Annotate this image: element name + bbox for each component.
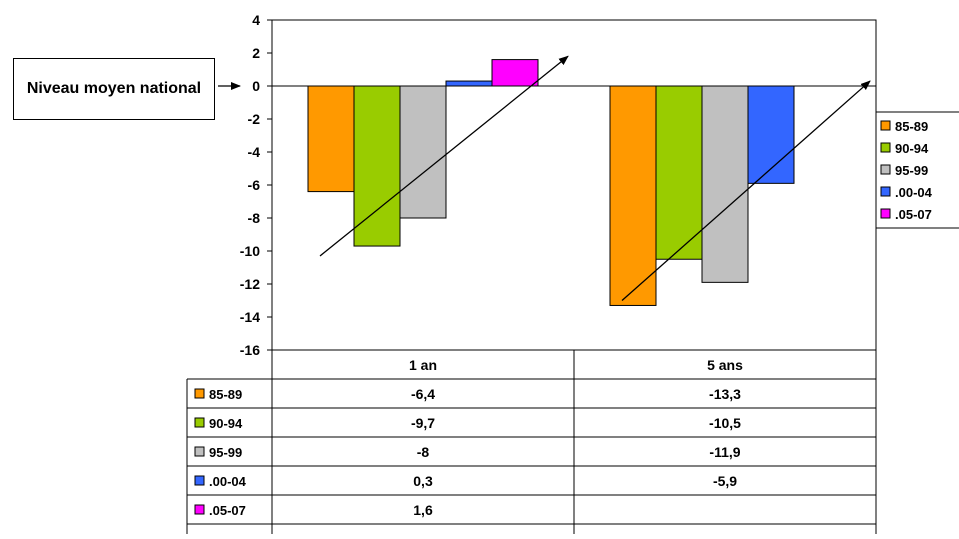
table-data-label: -8 (417, 444, 430, 460)
legend-label: .05-07 (895, 207, 932, 222)
y-tick-label: -2 (248, 111, 261, 127)
bar (701, 85, 749, 283)
table-row-label: .00-04 (209, 474, 247, 489)
y-tick-label: -14 (240, 309, 260, 325)
legend-label: 90-94 (895, 141, 929, 156)
national-average-callout: Niveau moyen national (13, 58, 215, 120)
legend-swatch (880, 186, 891, 197)
y-tick-label: -8 (248, 210, 261, 226)
bar (655, 85, 703, 260)
y-tick-label: -12 (240, 276, 260, 292)
x-category-label: 1 an (409, 357, 437, 373)
bar (307, 85, 355, 193)
table-row-label: 95-99 (209, 445, 242, 460)
table-row-label: 85-89 (209, 387, 242, 402)
table-data-label: 1,6 (413, 502, 433, 518)
callout-label: Niveau moyen national (26, 80, 202, 97)
table-swatch (194, 417, 205, 428)
table-swatch (194, 475, 205, 486)
y-tick-label: 2 (252, 45, 260, 61)
y-tick-label: 0 (252, 78, 260, 94)
table-data-label: -10,5 (709, 415, 741, 431)
table-data-label: 0,3 (413, 473, 433, 489)
table-row-label: 90-94 (209, 416, 243, 431)
table-data-label: -9,7 (411, 415, 435, 431)
y-tick-label: -10 (240, 243, 260, 259)
legend-label: .00-04 (895, 185, 933, 200)
legend-swatch (880, 142, 891, 153)
legend-label: 95-99 (895, 163, 928, 178)
legend-label: 85-89 (895, 119, 928, 134)
y-tick-label: -6 (248, 177, 261, 193)
bar (609, 85, 657, 306)
table-data-label: -11,9 (709, 444, 740, 460)
table-swatch (194, 504, 205, 515)
table-swatch (194, 388, 205, 399)
x-category-label: 5 ans (707, 357, 743, 373)
bar (491, 59, 539, 87)
table-data-label: -5,9 (713, 473, 737, 489)
legend-swatch (880, 208, 891, 219)
bar (445, 80, 493, 87)
bar (399, 85, 447, 219)
y-tick-label: -16 (240, 342, 260, 358)
table-data-label: -6,4 (411, 386, 435, 402)
trend-arrow (621, 80, 871, 301)
y-tick-label: 4 (252, 12, 260, 28)
legend-swatch (880, 164, 891, 175)
table-swatch (194, 446, 205, 457)
table-row-label: .05-07 (209, 503, 246, 518)
y-tick-label: -4 (248, 144, 261, 160)
bar (353, 85, 401, 247)
trend-arrow (319, 55, 569, 257)
table-data-label: -13,3 (709, 386, 741, 402)
legend-swatch (880, 120, 891, 131)
bar (747, 85, 795, 184)
